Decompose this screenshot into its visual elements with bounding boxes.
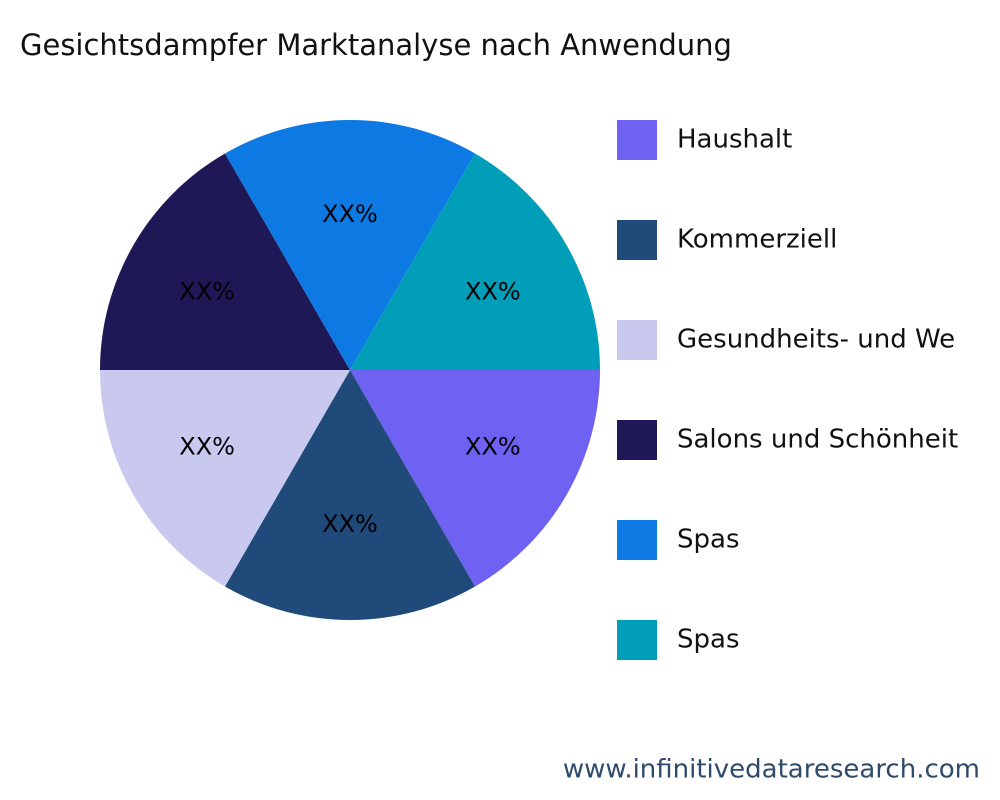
data-label: XX% [322, 510, 378, 538]
pie-slice [100, 153, 350, 370]
pie-slice [225, 119, 475, 370]
legend-swatch [617, 420, 657, 460]
pie-slice [350, 370, 600, 587]
data-label: XX% [179, 433, 235, 461]
legend-label: Spas [677, 525, 740, 555]
legend-label: Salons und Schönheit [677, 425, 958, 455]
data-label: XX% [322, 200, 378, 228]
legend-swatch [617, 120, 657, 160]
chart-title: Gesichtsdampfer Marktanalyse nach Anwend… [20, 28, 732, 62]
legend-label: Kommerziell [677, 225, 837, 255]
legend-swatch [617, 520, 657, 560]
legend-swatch [617, 620, 657, 660]
legend-swatch [617, 220, 657, 260]
pie-slice [350, 153, 600, 370]
data-label: XX% [465, 278, 521, 306]
legend-label: Haushalt [677, 125, 792, 155]
footer: www.infinitivedataresearch.com [563, 755, 980, 785]
legend-swatch [617, 320, 657, 360]
data-label: XX% [465, 433, 521, 461]
legend-label: Spas [677, 625, 740, 655]
data-label: XX% [179, 278, 235, 306]
pie-slice [225, 370, 475, 620]
pie-slice [100, 370, 350, 587]
legend-label: Gesundheits- und We [677, 325, 955, 355]
